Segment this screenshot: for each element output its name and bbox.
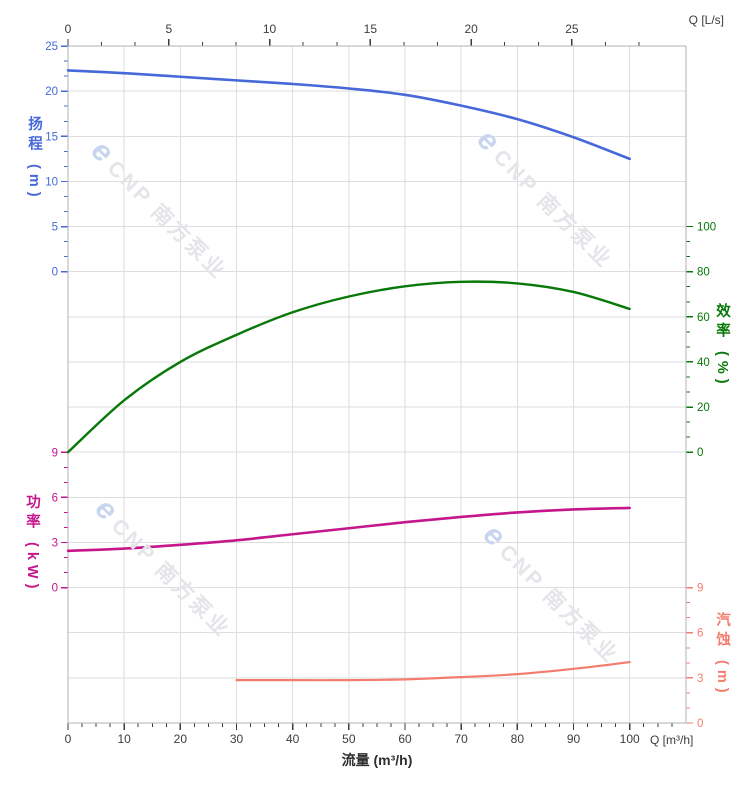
tick-label: 20	[45, 86, 58, 98]
tick-label: 60	[697, 312, 710, 324]
tick-label: 3	[697, 673, 703, 685]
tick-label: 90	[567, 732, 581, 746]
bottom-axis-unit-label: Q [m³/h]	[650, 733, 694, 747]
tick-label: 60	[398, 732, 412, 746]
top-axis	[67, 39, 640, 46]
tick-label: 0	[65, 22, 72, 36]
tick-label: 10	[263, 22, 277, 36]
tick-label: 15	[45, 131, 58, 143]
tick-label: 80	[697, 267, 710, 279]
power-axis	[61, 451, 68, 589]
plot-border	[67, 45, 687, 724]
tick-label: 25	[45, 41, 58, 53]
tick-label: 9	[52, 447, 58, 459]
tick-label: 9	[697, 583, 703, 595]
tick-label: 70	[454, 732, 468, 746]
npsh-curve	[235, 660, 631, 682]
tick-label: 10	[117, 732, 131, 746]
head-axis-title: 扬程 (m)	[26, 116, 42, 202]
tick-label: 0	[65, 732, 72, 746]
power-axis-title: 功率 (kW)	[24, 494, 40, 594]
tick-label: 15	[364, 22, 378, 36]
npsh-axis	[686, 586, 693, 724]
tick-label: 25	[565, 22, 579, 36]
top-axis-unit-label: Q [L/s]	[688, 13, 724, 27]
head-axis	[61, 45, 68, 273]
tick-label: 0	[52, 583, 58, 595]
tick-label: 5	[52, 222, 58, 234]
tick-label: 6	[697, 628, 703, 640]
tick-label: 30	[230, 732, 244, 746]
tick-label: 100	[697, 222, 716, 234]
tick-label: 100	[620, 732, 640, 746]
npsh-axis-title: 汽蚀 (m)	[714, 612, 730, 698]
tick-label: 20	[464, 22, 478, 36]
efficiency-axis-title: 效率 (%)	[714, 303, 730, 389]
tick-label: 10	[45, 176, 58, 188]
tick-label: 6	[52, 492, 58, 504]
bottom-axis	[67, 723, 673, 730]
power-curve	[66, 506, 631, 553]
efficiency-curve	[66, 280, 631, 454]
gridlines	[68, 46, 686, 723]
efficiency-axis	[686, 225, 693, 453]
flow-axis-title: 流量 (m³/h)	[341, 752, 413, 768]
tick-label: 80	[511, 732, 525, 746]
tick-label: 20	[174, 732, 188, 746]
tick-label: 20	[697, 402, 710, 414]
tick-label: 40	[697, 357, 710, 369]
tick-label: 5	[165, 22, 172, 36]
tick-label: 3	[52, 538, 58, 550]
tick-label: 0	[697, 718, 703, 730]
tick-label: 40	[286, 732, 300, 746]
tick-label: 0	[697, 447, 703, 459]
head-curve	[66, 69, 631, 161]
tick-label: 0	[52, 267, 58, 279]
tick-label: 50	[342, 732, 356, 746]
